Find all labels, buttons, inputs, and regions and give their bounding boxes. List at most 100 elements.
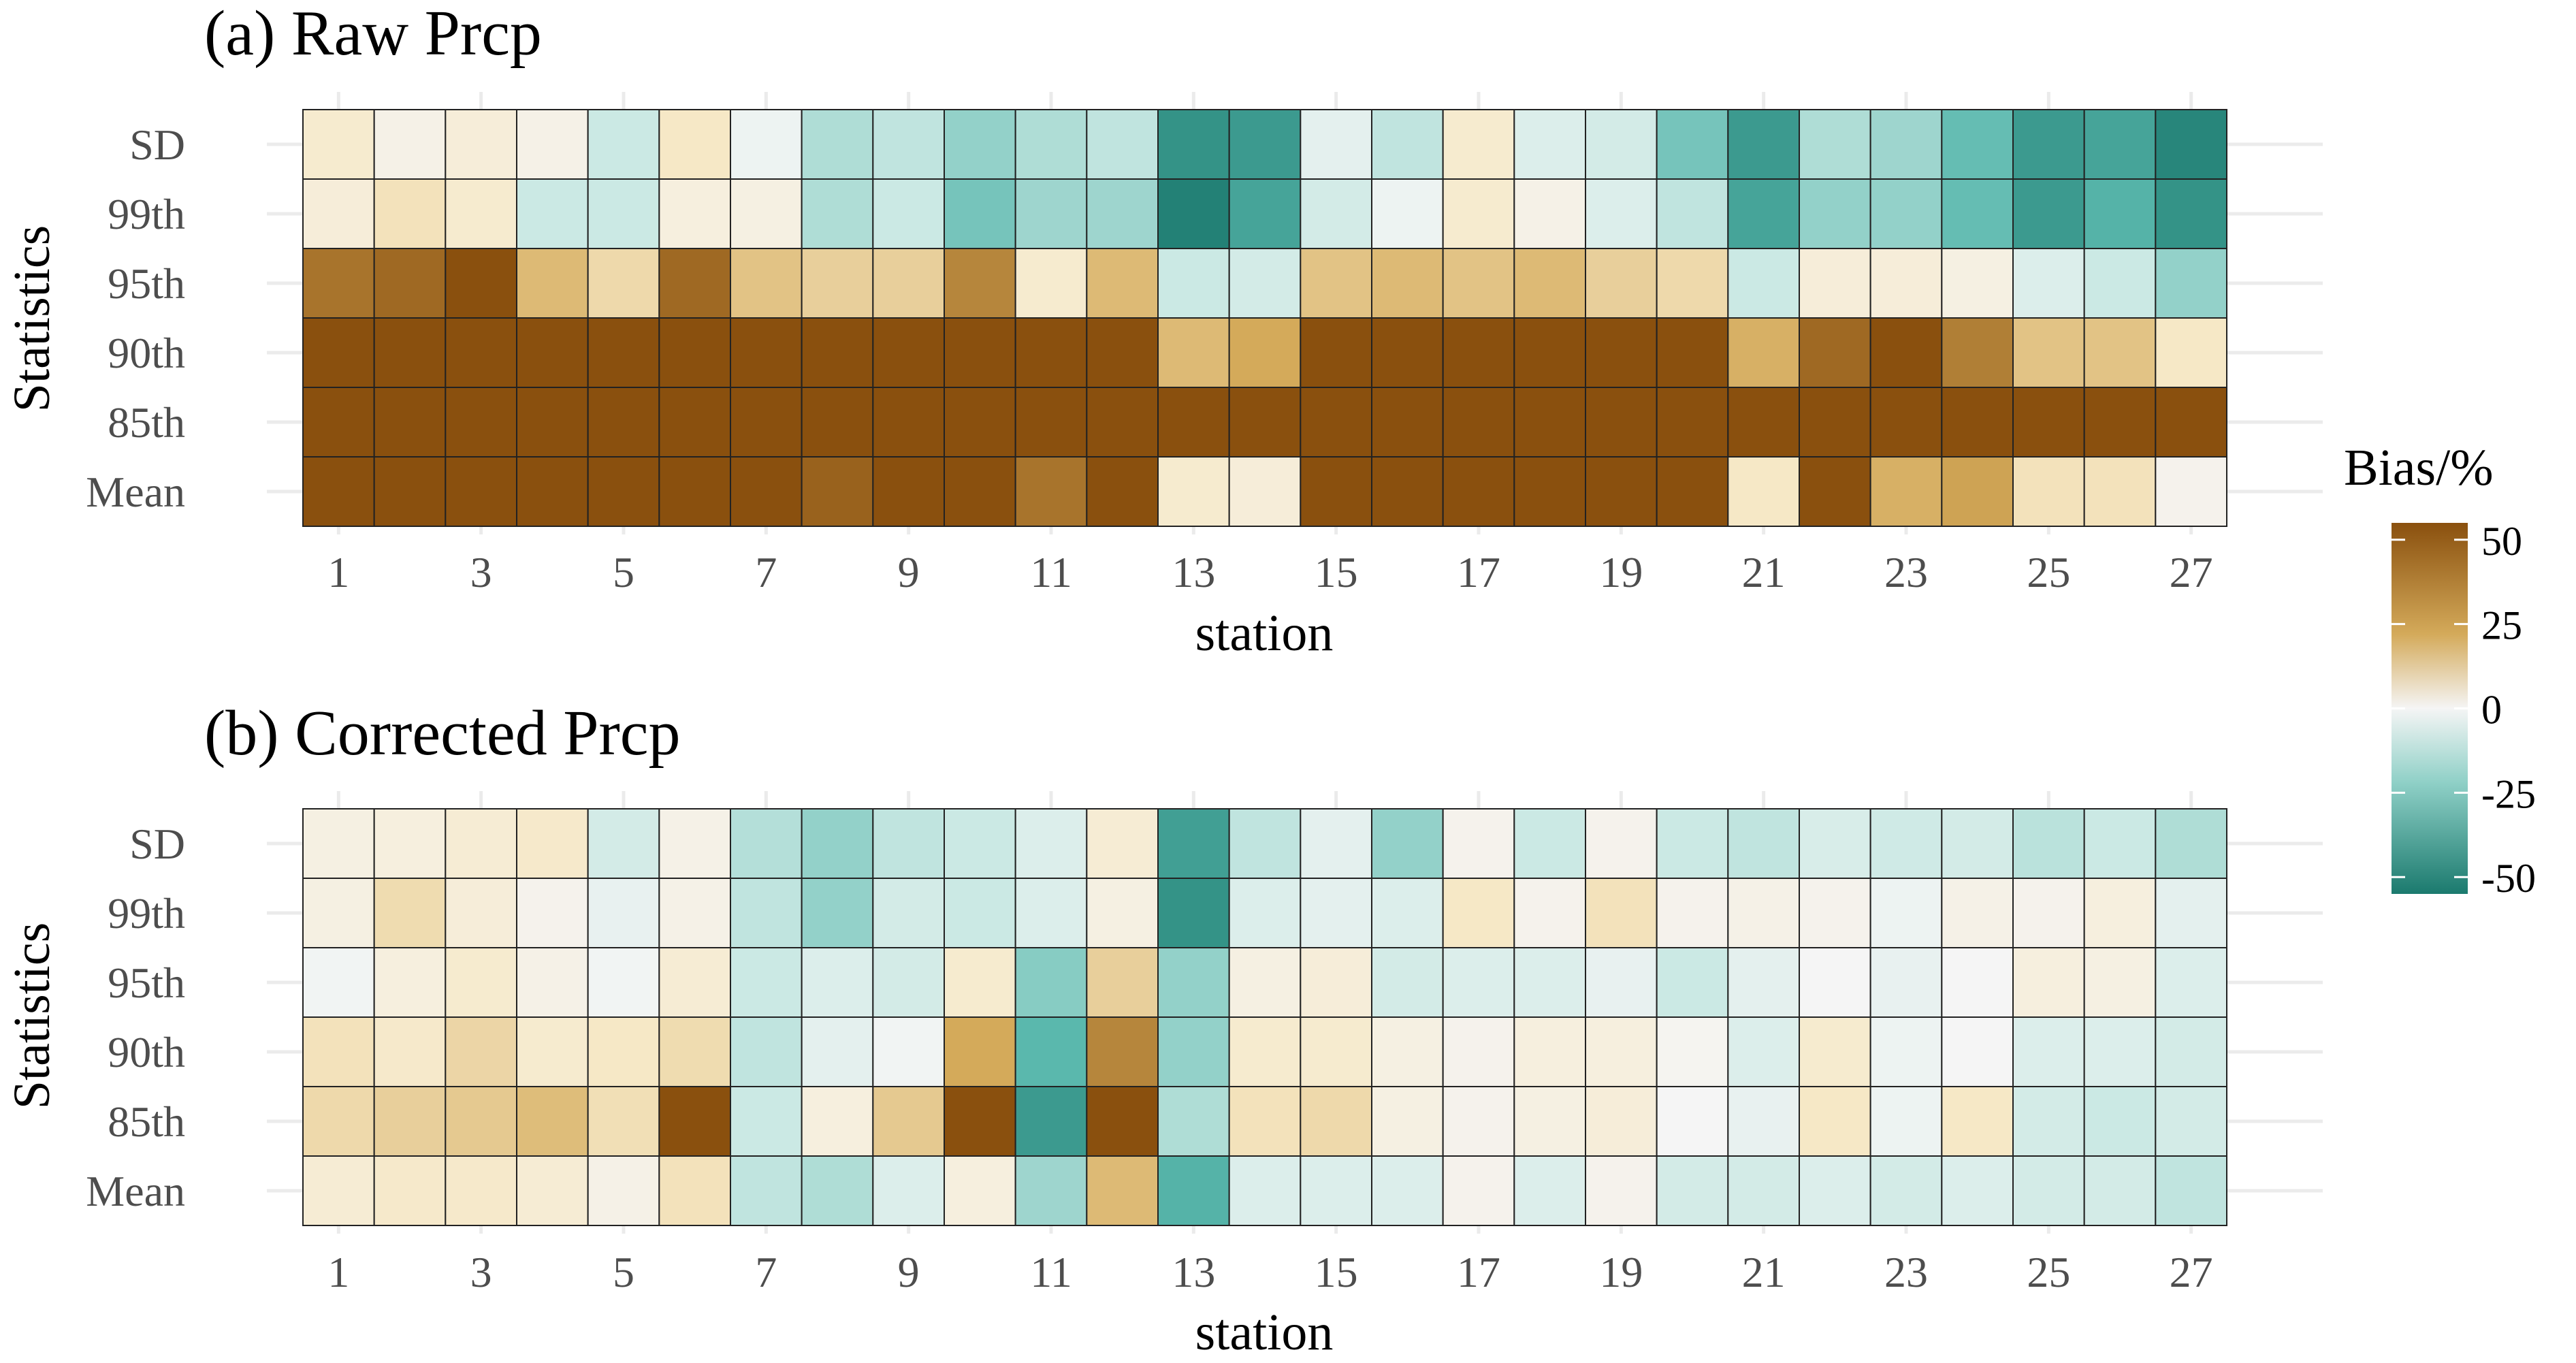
heatmap-cell: [658, 1016, 731, 1087]
heatmap-cell: [2155, 456, 2227, 527]
heatmap-cell: [944, 317, 1016, 388]
legend-tick-label: 0: [2481, 688, 2502, 733]
heatmap-cell: [1157, 947, 1230, 1018]
heatmap-cell: [1442, 808, 1515, 879]
heatmap-cell: [1228, 808, 1302, 879]
heatmap-cell: [730, 1155, 803, 1226]
heatmap-cell: [1014, 1016, 1088, 1087]
heatmap-cell: [1585, 317, 1658, 388]
heatmap-cell: [1656, 248, 1729, 319]
heatmap-cell: [944, 456, 1016, 527]
heatmap-cell: [516, 1016, 589, 1087]
heatmap-cell: [1300, 1016, 1373, 1087]
heatmap-cell: [302, 1016, 375, 1087]
legend-tick-label: 50: [2481, 519, 2522, 564]
heatmap-cell: [1228, 387, 1302, 458]
y-tick-label: 99th: [108, 889, 185, 937]
y-tick-labels: SD 99th 95th 90th 85th Mean: [86, 121, 185, 516]
heatmap-cell: [944, 109, 1016, 180]
heatmap-cell: [1656, 947, 1729, 1018]
heatmap-cell: [1442, 248, 1515, 319]
heatmap-cell: [1228, 248, 1302, 319]
heatmap-cell: [1442, 1086, 1515, 1157]
heatmap-cell: [1157, 1086, 1230, 1157]
heatmap-cell: [2012, 387, 2085, 458]
heatmap-cell: [1585, 947, 1658, 1018]
heatmap-cell: [587, 109, 660, 180]
x-tick-label: 9: [898, 548, 920, 596]
heatmap-cell: [872, 1155, 946, 1226]
heatmap-cell: [373, 1016, 447, 1087]
heatmap-cell: [2155, 317, 2227, 388]
heatmap-cell: [1869, 808, 1943, 879]
heatmap-cell: [730, 1086, 803, 1157]
heatmap-cell: [1157, 109, 1230, 180]
heatmap-cell: [1300, 456, 1373, 527]
heatmap-cell: [1513, 248, 1586, 319]
heatmap-cell: [1157, 1016, 1230, 1087]
heatmap-cell: [944, 1016, 1016, 1087]
heatmap-cell: [658, 456, 731, 527]
heatmap-cell: [373, 808, 447, 879]
heatmap-cell: [1442, 1016, 1515, 1087]
heatmap-cell: [302, 109, 375, 180]
x-tick-label: 19: [1599, 548, 1643, 596]
heatmap-cell: [1656, 1086, 1729, 1157]
heatmap-cell: [1371, 109, 1444, 180]
x-tick-label: 21: [1742, 1248, 1786, 1296]
heatmap-cell: [1656, 178, 1729, 249]
heatmap-cell: [2012, 248, 2085, 319]
heatmap-cell: [1300, 248, 1373, 319]
heatmap-cell: [1941, 1155, 2014, 1226]
heatmap-cell: [2083, 387, 2157, 458]
heatmap-cell: [1300, 878, 1373, 948]
x-tick-label: 15: [1315, 548, 1358, 596]
heatmap-cell: [1086, 387, 1159, 458]
heatmap-cell: [1799, 1155, 1871, 1226]
heatmap-cell: [516, 878, 589, 948]
heatmap-cell: [730, 109, 803, 180]
heatmap-cell: [1941, 878, 2014, 948]
heatmap-cell: [302, 878, 375, 948]
heatmap-cell: [872, 317, 946, 388]
heatmap-cell: [1228, 456, 1302, 527]
heatmap-cell: [2012, 1155, 2085, 1226]
x-tick-label: 23: [1884, 1248, 1928, 1296]
heatmap-cell: [730, 808, 803, 879]
heatmap-cell: [730, 878, 803, 948]
heatmap-cell: [1869, 1086, 1943, 1157]
heatmap-cell: [658, 317, 731, 388]
heatmap-cell: [1228, 1016, 1302, 1087]
heatmap-cell: [1228, 178, 1302, 249]
heatmap-cell: [1228, 1155, 1302, 1226]
heatmap-cell: [1941, 317, 2014, 388]
heatmap-cell: [302, 387, 375, 458]
heatmap-cell: [516, 1086, 589, 1157]
heatmap-cell: [1157, 878, 1230, 948]
heatmap-cell: [1585, 387, 1658, 458]
heatmap-cell: [1585, 1155, 1658, 1226]
heatmap-cell: [1941, 947, 2014, 1018]
heatmap-cell: [2155, 248, 2227, 319]
heatmap-cell: [1727, 317, 1800, 388]
legend-ticks: 50 25 0 -25 -50: [2392, 519, 2536, 901]
heatmap-cell: [1727, 387, 1800, 458]
heatmap-cell: [1869, 947, 1943, 1018]
heatmap-cell: [1869, 878, 1943, 948]
heatmap-cell: [516, 1155, 589, 1226]
heatmap-cell: [1157, 248, 1230, 319]
x-tick-label: 13: [1172, 1248, 1215, 1296]
heatmap-cell: [1442, 178, 1515, 249]
heatmap-cell: [1371, 317, 1444, 388]
heatmap-cell: [1371, 878, 1444, 948]
heatmap-cell: [1157, 178, 1230, 249]
heatmap-cell: [1300, 109, 1373, 180]
heatmap-cell: [1014, 808, 1088, 879]
heatmap-cell: [1941, 178, 2014, 249]
heatmap-cell: [730, 178, 803, 249]
heatmap-cell: [1727, 248, 1800, 319]
x-tick-label: 15: [1315, 1248, 1358, 1296]
x-tick-label: 13: [1172, 548, 1215, 596]
x-tick-labels: 1 3 5 7 9 11 13 15 17 19 21 23 25 27: [327, 1248, 2212, 1296]
heatmap-cell: [2083, 248, 2157, 319]
